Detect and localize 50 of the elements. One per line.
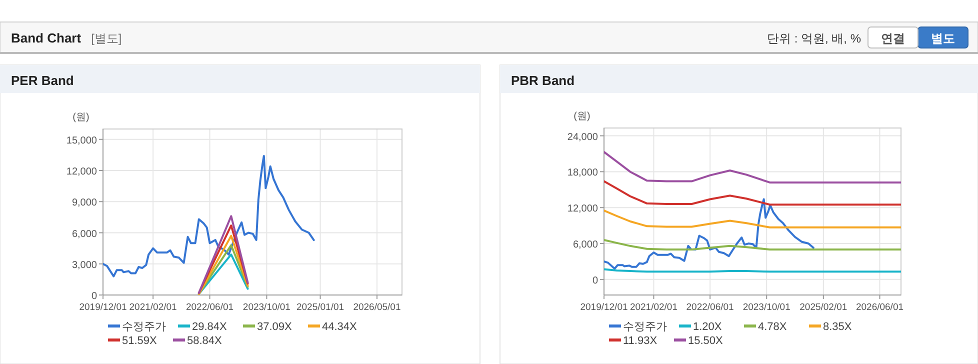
x-tick-label: 2026/05/01 <box>353 302 401 313</box>
y-tick-label: 15,000 <box>66 135 98 146</box>
text: 연결 <box>881 32 905 46</box>
legend-label: 44.34X <box>322 321 358 333</box>
x-tick-label: 2022/06/01 <box>186 302 234 313</box>
line-series <box>103 154 315 278</box>
x-tick-label: 2023/10/01 <box>742 302 790 313</box>
legend-label: 4.78X <box>758 321 788 333</box>
y-tick-label: 24,000 <box>567 132 598 143</box>
legend-label: 1.20X <box>693 321 722 333</box>
legend-label: 58.84X <box>187 335 223 347</box>
line-series <box>604 198 814 270</box>
y-tick-label: 12,000 <box>66 166 98 178</box>
chart-title: PER Band <box>11 73 74 88</box>
y-tick-label: 18,000 <box>567 168 598 179</box>
legend-label: 11.93X <box>623 335 658 347</box>
x-tick-label: 2021/02/01 <box>129 302 177 313</box>
y-axis-title: (원) <box>574 111 590 122</box>
text: Band Chart <box>11 30 82 46</box>
x-tick-label: 2023/10/01 <box>242 302 290 313</box>
legend-label: 수정주가 <box>122 321 166 333</box>
legend-label: 수정주가 <box>623 321 667 333</box>
line-series <box>604 150 901 184</box>
line-series <box>604 210 901 228</box>
y-tick-label: 0 <box>592 275 598 286</box>
y-tick-label: 6,000 <box>572 240 598 251</box>
legend-label: 29.84X <box>192 321 228 333</box>
line-series <box>604 180 901 206</box>
x-tick-label: 2019/12/01 <box>79 302 127 313</box>
y-tick-label: 12,000 <box>567 204 598 215</box>
x-tick-label: 2025/01/01 <box>296 302 344 313</box>
y-tick-label: 9,000 <box>72 198 98 209</box>
x-tick-label: 2022/06/01 <box>686 302 734 313</box>
legend-label: 37.09X <box>257 321 293 333</box>
legend-label: 51.59X <box>122 335 158 347</box>
x-tick-label: 2025/02/01 <box>800 302 848 313</box>
chart-title: PBR Band <box>511 73 575 88</box>
x-tick-label: 2019/12/01 <box>580 302 628 313</box>
y-axis-title: (원) <box>72 112 90 123</box>
legend-label: 15.50X <box>688 335 724 347</box>
text: [별도] <box>91 32 122 46</box>
y-tick-label: 0 <box>91 291 98 302</box>
text: 단위 : 억원, 배, % <box>766 32 862 46</box>
legend-label: 8.35X <box>823 321 852 333</box>
line-series <box>604 238 901 251</box>
y-tick-label: 3,000 <box>72 260 98 271</box>
y-tick-label: 6,000 <box>72 228 98 240</box>
x-tick-label: 2021/02/01 <box>630 302 678 313</box>
text: 별도 <box>931 32 955 46</box>
x-tick-label: 2026/06/01 <box>856 302 904 313</box>
